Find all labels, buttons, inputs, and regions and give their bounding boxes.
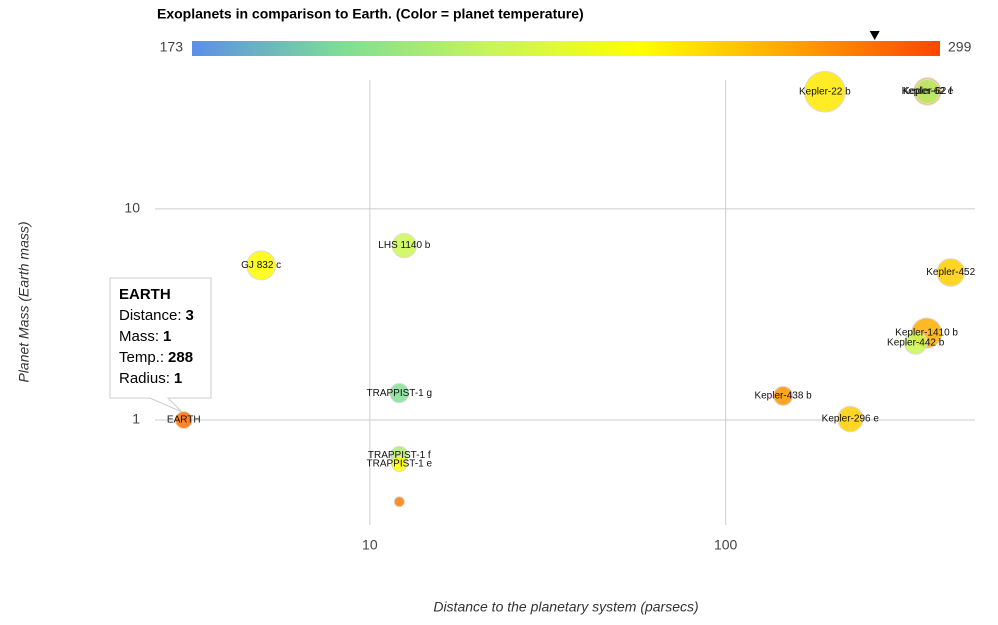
bubble-label: TRAPPIST-1 g xyxy=(367,388,433,399)
tooltip-title: EARTH xyxy=(119,286,171,303)
tooltip-box xyxy=(109,277,212,413)
bubble xyxy=(246,250,277,281)
bubble-label: Kepler-452 xyxy=(926,267,975,278)
bubble xyxy=(936,258,966,287)
bubble xyxy=(389,383,410,404)
tooltip-value: 288 xyxy=(168,349,193,366)
bubble-label: Kepler-296 e xyxy=(822,414,880,425)
tooltip-value: 1 xyxy=(163,328,171,345)
tooltip-value: 1 xyxy=(174,370,182,387)
bubble xyxy=(174,410,193,429)
color-bar xyxy=(192,41,940,56)
bubble-label: Kepler-62 e xyxy=(902,86,954,97)
tooltip-row: Radius: 1 xyxy=(119,370,182,387)
tooltip-row: Temp.: 288 xyxy=(119,349,193,366)
bubble-label: Kepler-438 b xyxy=(754,391,812,402)
tooltip-row: Mass: 1 xyxy=(119,328,171,345)
color-max: 299 xyxy=(948,39,972,55)
bubble-label: LHS 1140 b xyxy=(378,240,431,251)
y-axis-title: Planet Mass (Earth mass) xyxy=(16,221,32,382)
bubble-label: GJ 832 c xyxy=(241,260,281,271)
x-tick-label: 10 xyxy=(362,537,378,553)
bubble-label: Kepler-22 b xyxy=(799,86,851,97)
bubble xyxy=(914,78,940,104)
bubble xyxy=(390,455,408,473)
bubble-label: TRAPPIST-1 f xyxy=(368,450,431,461)
y-tick-label: 10 xyxy=(124,200,140,216)
bubble-label: EARTH xyxy=(167,415,201,426)
tooltip-label: Mass: xyxy=(119,328,159,345)
bubble-label: Kepler-62 f xyxy=(903,86,952,97)
x-tick-label: 100 xyxy=(714,537,738,553)
bubble-label: Kepler-1410 b xyxy=(895,328,958,339)
tooltip-row: Distance: 3 xyxy=(119,307,194,324)
bubble-label: TRAPPIST-1 e xyxy=(367,458,433,469)
tooltip-label: Radius: xyxy=(119,370,170,387)
bubble xyxy=(773,385,794,406)
bubble xyxy=(837,405,864,433)
x-axis-title: Distance to the planetary system (parsec… xyxy=(433,599,698,615)
color-marker xyxy=(869,31,880,40)
tooltip-label: Temp.: xyxy=(119,349,164,366)
chart-title: Exoplanets in comparison to Earth. (Colo… xyxy=(157,6,584,22)
tooltip-value: 3 xyxy=(186,307,194,324)
color-min: 173 xyxy=(160,39,184,55)
tooltip-label: Distance: xyxy=(119,307,182,324)
bubble xyxy=(903,330,928,355)
bubble xyxy=(391,232,417,259)
bubble xyxy=(803,70,846,113)
bubble xyxy=(393,496,405,508)
bubble-label: Kepler-442 b xyxy=(887,337,945,348)
y-tick-label: 1 xyxy=(132,411,140,427)
